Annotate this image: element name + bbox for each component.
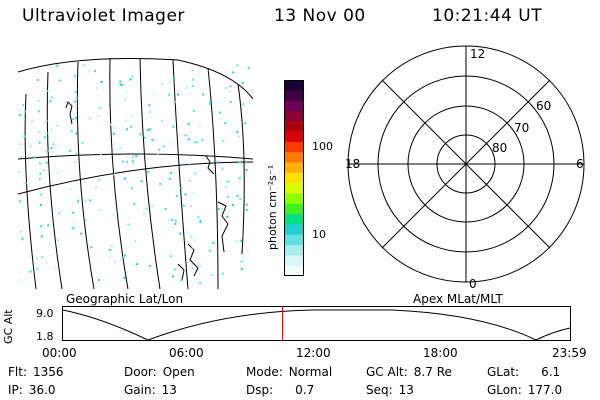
meridian-line (76, 61, 95, 289)
emission-speckles (18, 64, 250, 285)
status-gain: Gain: 13 (124, 383, 177, 397)
colorbar-cell (284, 131, 304, 143)
mlt-label-12: 12 (470, 47, 485, 61)
orbit-xtick-2359: 23:59 (552, 346, 587, 360)
status-dsp: Dsp: 0.7 (246, 383, 315, 397)
orbit-plot-frame (62, 306, 571, 341)
colorbar-cell (284, 100, 304, 112)
orbit-xtick-0000: 00:00 (42, 346, 77, 360)
coastline (65, 101, 73, 125)
meridian-line (207, 67, 219, 289)
meridian-line (172, 59, 189, 289)
colorbar-cell (284, 162, 304, 174)
orbit-ymin-label: 1.8 (36, 330, 54, 343)
status-ip: IP: 36.0 (8, 383, 56, 397)
colorbar-cell (284, 152, 304, 164)
colorbar-cell (284, 121, 304, 133)
time-display: 10:21:44 UT (432, 6, 543, 26)
coastline (187, 243, 199, 277)
earth-limb (18, 58, 253, 100)
orbit-ylabel: GC Alt (2, 309, 15, 344)
colorbar-cell (284, 193, 304, 205)
apex-caption: Apex MLat/MLT (413, 292, 503, 306)
orbit-ymax-label: 9.0 (36, 307, 54, 320)
polar-diagonal (381, 79, 551, 249)
status-glon: GLon: 177.0 (487, 383, 563, 397)
colorbar-cell (284, 224, 304, 236)
orbit-xtick-0600: 06:00 (169, 346, 204, 360)
orbit-xtick-1200: 12:00 (296, 346, 331, 360)
meridian-line (139, 57, 161, 289)
parallel-line (18, 153, 253, 160)
colorbar-tick-100: 100 (312, 140, 333, 153)
colorbar-cell (284, 80, 304, 91)
orbit-xtick-1800: 18:00 (423, 346, 458, 360)
coastline (205, 155, 215, 175)
parallel-line (18, 161, 253, 195)
polar-grid-panel: 12 0 18 6 60 70 80 (345, 45, 585, 290)
status-flt: Flt: 1356 (8, 365, 64, 379)
mlt-label-0: 0 (469, 277, 477, 290)
colorbar-cell (284, 265, 304, 276)
colorbar-cell (284, 183, 304, 194)
orbit-altitude-curve (62, 309, 571, 341)
mlt-label-6: 6 (576, 157, 584, 171)
date-display: 13 Nov 00 (274, 6, 366, 26)
app-title: Ultraviolet Imager (22, 6, 185, 26)
colorbar-cell (284, 90, 304, 102)
colorbar-cell (284, 234, 304, 246)
status-mode: Mode: Normal (246, 365, 333, 379)
coastline (177, 263, 185, 281)
colorbar-unit-label: photon cm⁻²s⁻¹ (266, 164, 279, 250)
colorbar-cell (284, 214, 304, 225)
mlat-label-70: 70 (514, 121, 529, 135)
coastline (217, 201, 229, 253)
status-seq: Seq: 13 (366, 383, 414, 397)
colorbar-cell (284, 172, 304, 184)
meridian-line (237, 83, 245, 255)
mlat-label-60: 60 (536, 99, 551, 113)
orbit-altitude-plot (62, 306, 571, 341)
colorbar-cell (284, 245, 304, 256)
status-gc-alt: GC Alt: 8.7 Re (366, 365, 452, 379)
colorbar-cell (284, 141, 304, 153)
geographic-image-panel (18, 57, 253, 289)
mlt-label-18: 18 (345, 157, 360, 171)
colorbar-cell (284, 255, 304, 267)
geographic-caption: Geographic Lat/Lon (66, 292, 184, 306)
meridian-line (46, 71, 63, 289)
colorbar-cell (284, 110, 304, 122)
status-glat: GLat: 6.1 (487, 365, 561, 379)
status-door: Door: Open (124, 365, 195, 379)
colorbar-cell (284, 203, 304, 215)
mlat-label-80: 80 (492, 141, 507, 155)
colorbar-tick-10: 10 (312, 228, 326, 241)
colorbar (284, 80, 304, 276)
